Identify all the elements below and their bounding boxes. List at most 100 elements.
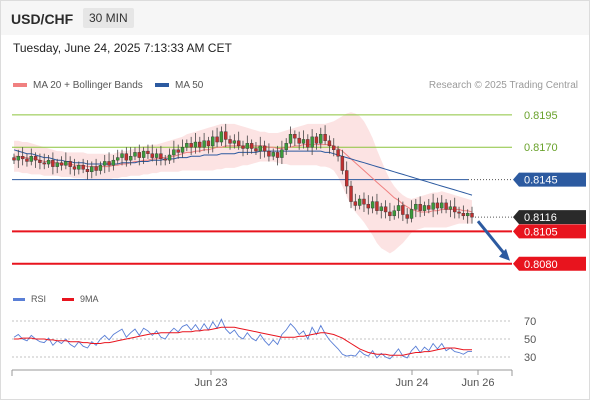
candle-body	[418, 203, 422, 211]
level-tag-box	[513, 224, 586, 239]
candle-body	[306, 139, 310, 148]
candle-body	[383, 206, 388, 213]
candle-body	[167, 154, 172, 161]
level-lines	[12, 114, 512, 265]
candle-body	[457, 211, 461, 214]
candle-body	[409, 209, 414, 219]
level-tag-0.8195: 0.8195	[524, 110, 558, 122]
candle-body	[357, 198, 362, 206]
rsi-tick-30: 30	[524, 352, 536, 364]
legend-rsi-swatch	[13, 298, 25, 302]
x-axis: Jun 23 Jun 24 Jun 26	[11, 369, 513, 389]
rsi-line	[13, 318, 472, 360]
candle-body	[366, 203, 371, 209]
candle-body	[25, 158, 29, 162]
legend-bollinger-swatch	[13, 83, 27, 88]
candle-body	[206, 140, 211, 147]
candle-body	[20, 156, 25, 160]
candle-body	[42, 162, 46, 165]
candle-body	[172, 149, 176, 156]
candle-body	[301, 139, 306, 144]
legend-ma50-label: MA 50	[175, 80, 204, 91]
candle-body	[124, 153, 129, 161]
x-tick-label-1: Jun 24	[395, 377, 428, 389]
candle-body	[154, 153, 159, 158]
rsi-tick-50: 50	[524, 334, 536, 346]
candle-body	[150, 153, 154, 158]
candle-body	[202, 140, 206, 148]
legend-ma9: 9MA	[62, 294, 99, 304]
candle-body	[422, 205, 427, 211]
candle-body	[211, 136, 215, 147]
level-tags: 0.8195 0.8170 0.8145 0.8116 0.8105 0.8080	[513, 110, 586, 271]
candle-body	[379, 206, 383, 211]
candle-body	[98, 165, 103, 171]
level-tag-0.8116: 0.8116	[524, 212, 557, 224]
candle-body	[405, 214, 409, 219]
candle-body	[435, 202, 440, 209]
candle-body	[344, 170, 349, 187]
candle-body	[16, 156, 21, 161]
candle-body	[470, 213, 474, 218]
candle-body	[163, 158, 167, 161]
level-tag-0.8145: 0.8145	[524, 175, 558, 187]
candle-body	[215, 136, 219, 143]
candle-body	[38, 159, 42, 163]
candle-body	[111, 159, 116, 166]
candle-body	[232, 140, 237, 144]
candle-body	[444, 202, 448, 210]
candle-body	[323, 134, 327, 141]
candle-body	[288, 134, 293, 144]
candle-body	[340, 156, 345, 171]
credit-text: Research © 2025 Trading Central	[428, 80, 578, 91]
candle-body	[353, 201, 358, 206]
candle-body	[327, 140, 332, 147]
candle-body	[46, 159, 51, 165]
candle-body	[107, 161, 111, 166]
legend-ma50: MA 50	[155, 80, 203, 91]
candle-body	[245, 143, 250, 149]
legend-rsi-label: RSI	[31, 294, 47, 304]
candle-body	[193, 141, 198, 148]
candle-body	[85, 169, 90, 173]
candle-body	[440, 202, 444, 209]
projection-arrow-shaft	[476, 220, 508, 257]
candle-body	[77, 165, 81, 170]
legend-bollinger: MA 20 + Bollinger Bands	[13, 80, 143, 91]
candle-body	[284, 143, 288, 150]
level-tag-box	[513, 256, 586, 271]
candle-body	[72, 166, 77, 170]
candle-body	[293, 134, 297, 139]
candle-body	[141, 150, 146, 158]
timeframe-badge[interactable]: 30 MIN	[83, 8, 134, 28]
candle-body	[396, 205, 401, 211]
candle-body	[262, 145, 267, 152]
candle-body	[392, 210, 396, 217]
candle-body	[236, 140, 241, 147]
candle-body	[115, 157, 120, 161]
candle-body	[185, 143, 189, 148]
x-tick-label-0: Jun 23	[194, 377, 227, 389]
candle-body	[388, 211, 392, 217]
candle-body	[267, 150, 271, 157]
candle-body	[94, 166, 98, 171]
candle-body	[59, 162, 64, 166]
projection-arrow-head	[499, 248, 510, 261]
legend-ma9-label: 9MA	[80, 294, 99, 304]
candle-body	[189, 143, 193, 148]
candle-body	[180, 147, 185, 153]
candle-body	[159, 153, 163, 160]
candle-body	[453, 206, 457, 213]
candle-body	[55, 162, 59, 167]
candle-body	[249, 143, 254, 149]
ma9-line	[14, 326, 472, 356]
candle-body	[271, 152, 275, 157]
candle-body	[68, 161, 72, 167]
candle-body	[448, 206, 453, 210]
legend-bollinger-label: MA 20 + Bollinger Bands	[33, 80, 143, 91]
candle-body	[133, 152, 137, 157]
candle-body	[64, 161, 68, 166]
legend-ma50-swatch	[155, 83, 169, 88]
candle-body	[319, 134, 323, 144]
candle-body	[198, 141, 202, 148]
